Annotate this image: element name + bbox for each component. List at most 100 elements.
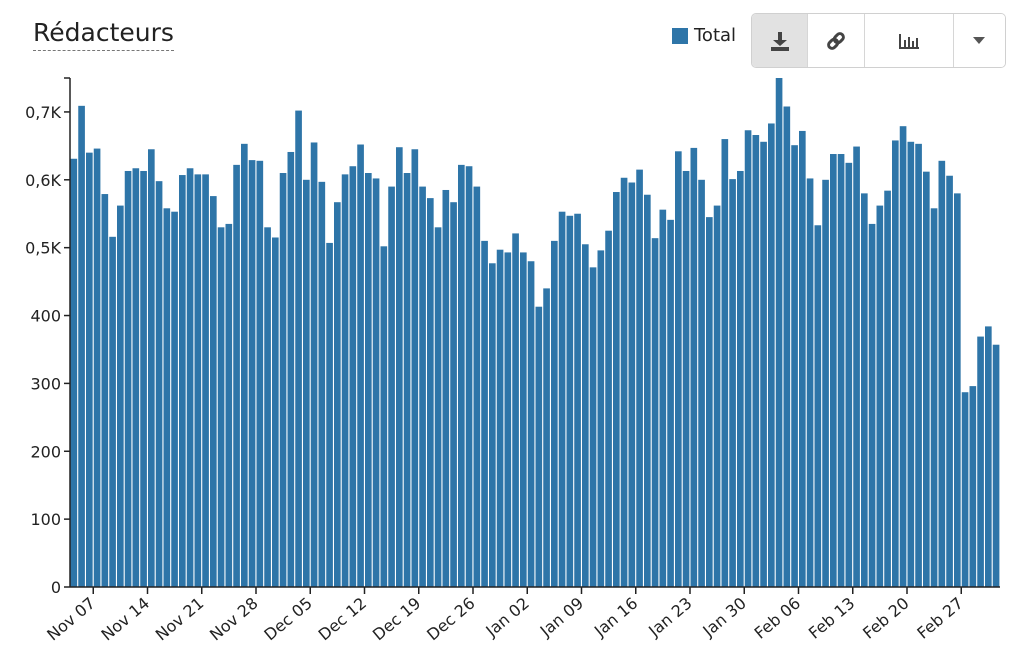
bar[interactable]: [496, 249, 504, 587]
bar[interactable]: [992, 344, 1000, 587]
bar[interactable]: [411, 149, 419, 587]
bar[interactable]: [326, 242, 333, 588]
bar[interactable]: [140, 170, 147, 588]
bar[interactable]: [675, 151, 682, 588]
bar[interactable]: [930, 208, 938, 588]
bar[interactable]: [690, 147, 698, 587]
bar[interactable]: [93, 148, 101, 587]
bar[interactable]: [853, 146, 860, 588]
bar[interactable]: [241, 143, 248, 587]
bar[interactable]: [543, 288, 550, 587]
bar[interactable]: [845, 162, 853, 587]
bar[interactable]: [651, 238, 659, 588]
legend[interactable]: Total: [672, 26, 736, 46]
bar[interactable]: [923, 171, 930, 587]
bar[interactable]: [349, 166, 357, 588]
bar[interactable]: [465, 166, 473, 588]
bar[interactable]: [155, 181, 163, 587]
bar[interactable]: [737, 170, 744, 588]
bar[interactable]: [558, 211, 566, 587]
bar[interactable]: [961, 392, 969, 587]
bar[interactable]: [659, 209, 667, 587]
bar[interactable]: [101, 194, 109, 588]
bar[interactable]: [434, 227, 442, 587]
bar[interactable]: [721, 139, 729, 587]
bar[interactable]: [194, 174, 202, 587]
bar[interactable]: [334, 202, 341, 587]
bar[interactable]: [86, 152, 93, 587]
bar[interactable]: [70, 158, 78, 587]
bar[interactable]: [861, 193, 868, 587]
bar[interactable]: [124, 170, 132, 588]
bar[interactable]: [589, 267, 597, 587]
bar[interactable]: [597, 250, 605, 587]
bar[interactable]: [620, 177, 628, 587]
bar[interactable]: [535, 306, 543, 587]
bar[interactable]: [636, 169, 643, 587]
bar[interactable]: [884, 190, 891, 587]
bar[interactable]: [868, 223, 876, 587]
bar[interactable]: [357, 144, 364, 587]
bar[interactable]: [225, 223, 233, 587]
chart-type-button[interactable]: [864, 14, 954, 67]
bar[interactable]: [527, 261, 535, 587]
bar[interactable]: [279, 173, 287, 587]
bar[interactable]: [938, 160, 946, 588]
bar[interactable]: [946, 175, 953, 588]
bar[interactable]: [744, 130, 752, 587]
bar[interactable]: [628, 182, 636, 587]
bar[interactable]: [899, 126, 907, 587]
bar[interactable]: [768, 123, 775, 587]
bar[interactable]: [396, 147, 403, 587]
bar[interactable]: [380, 246, 388, 587]
bar[interactable]: [117, 205, 124, 587]
bar[interactable]: [403, 173, 411, 587]
bar[interactable]: [605, 230, 612, 587]
bar[interactable]: [574, 213, 581, 588]
bar[interactable]: [682, 170, 690, 588]
bar[interactable]: [210, 196, 217, 587]
bar[interactable]: [977, 336, 984, 587]
bar[interactable]: [186, 168, 194, 587]
bar[interactable]: [473, 186, 481, 587]
bar[interactable]: [217, 227, 225, 587]
bar[interactable]: [365, 173, 372, 587]
bar[interactable]: [163, 208, 171, 588]
bar[interactable]: [264, 227, 271, 587]
bar[interactable]: [969, 386, 977, 587]
bar[interactable]: [481, 240, 488, 587]
bar[interactable]: [256, 160, 264, 588]
bar[interactable]: [760, 141, 767, 588]
bar[interactable]: [915, 143, 922, 587]
bar[interactable]: [551, 240, 558, 587]
bar[interactable]: [985, 326, 992, 587]
bar[interactable]: [171, 211, 178, 587]
bar[interactable]: [837, 154, 845, 587]
bar[interactable]: [752, 135, 760, 587]
bar[interactable]: [248, 160, 256, 587]
bar[interactable]: [566, 215, 574, 587]
bar[interactable]: [341, 174, 349, 587]
bar[interactable]: [450, 202, 457, 587]
bar[interactable]: [489, 263, 496, 587]
bar[interactable]: [892, 140, 899, 587]
bar[interactable]: [310, 142, 318, 587]
bar[interactable]: [388, 186, 395, 587]
bar[interactable]: [806, 178, 814, 587]
bar[interactable]: [520, 252, 527, 588]
bar[interactable]: [202, 174, 209, 587]
bar[interactable]: [109, 236, 116, 587]
bar[interactable]: [791, 145, 798, 587]
bar[interactable]: [419, 186, 426, 587]
bar[interactable]: [318, 181, 326, 587]
bar[interactable]: [512, 233, 519, 587]
bar[interactable]: [644, 194, 651, 588]
bar[interactable]: [822, 179, 829, 588]
bar[interactable]: [814, 225, 822, 587]
bar[interactable]: [372, 178, 380, 587]
bar[interactable]: [706, 217, 713, 587]
bar[interactable]: [775, 78, 783, 587]
bar[interactable]: [698, 179, 705, 588]
bar[interactable]: [78, 105, 85, 587]
bar[interactable]: [907, 141, 915, 588]
